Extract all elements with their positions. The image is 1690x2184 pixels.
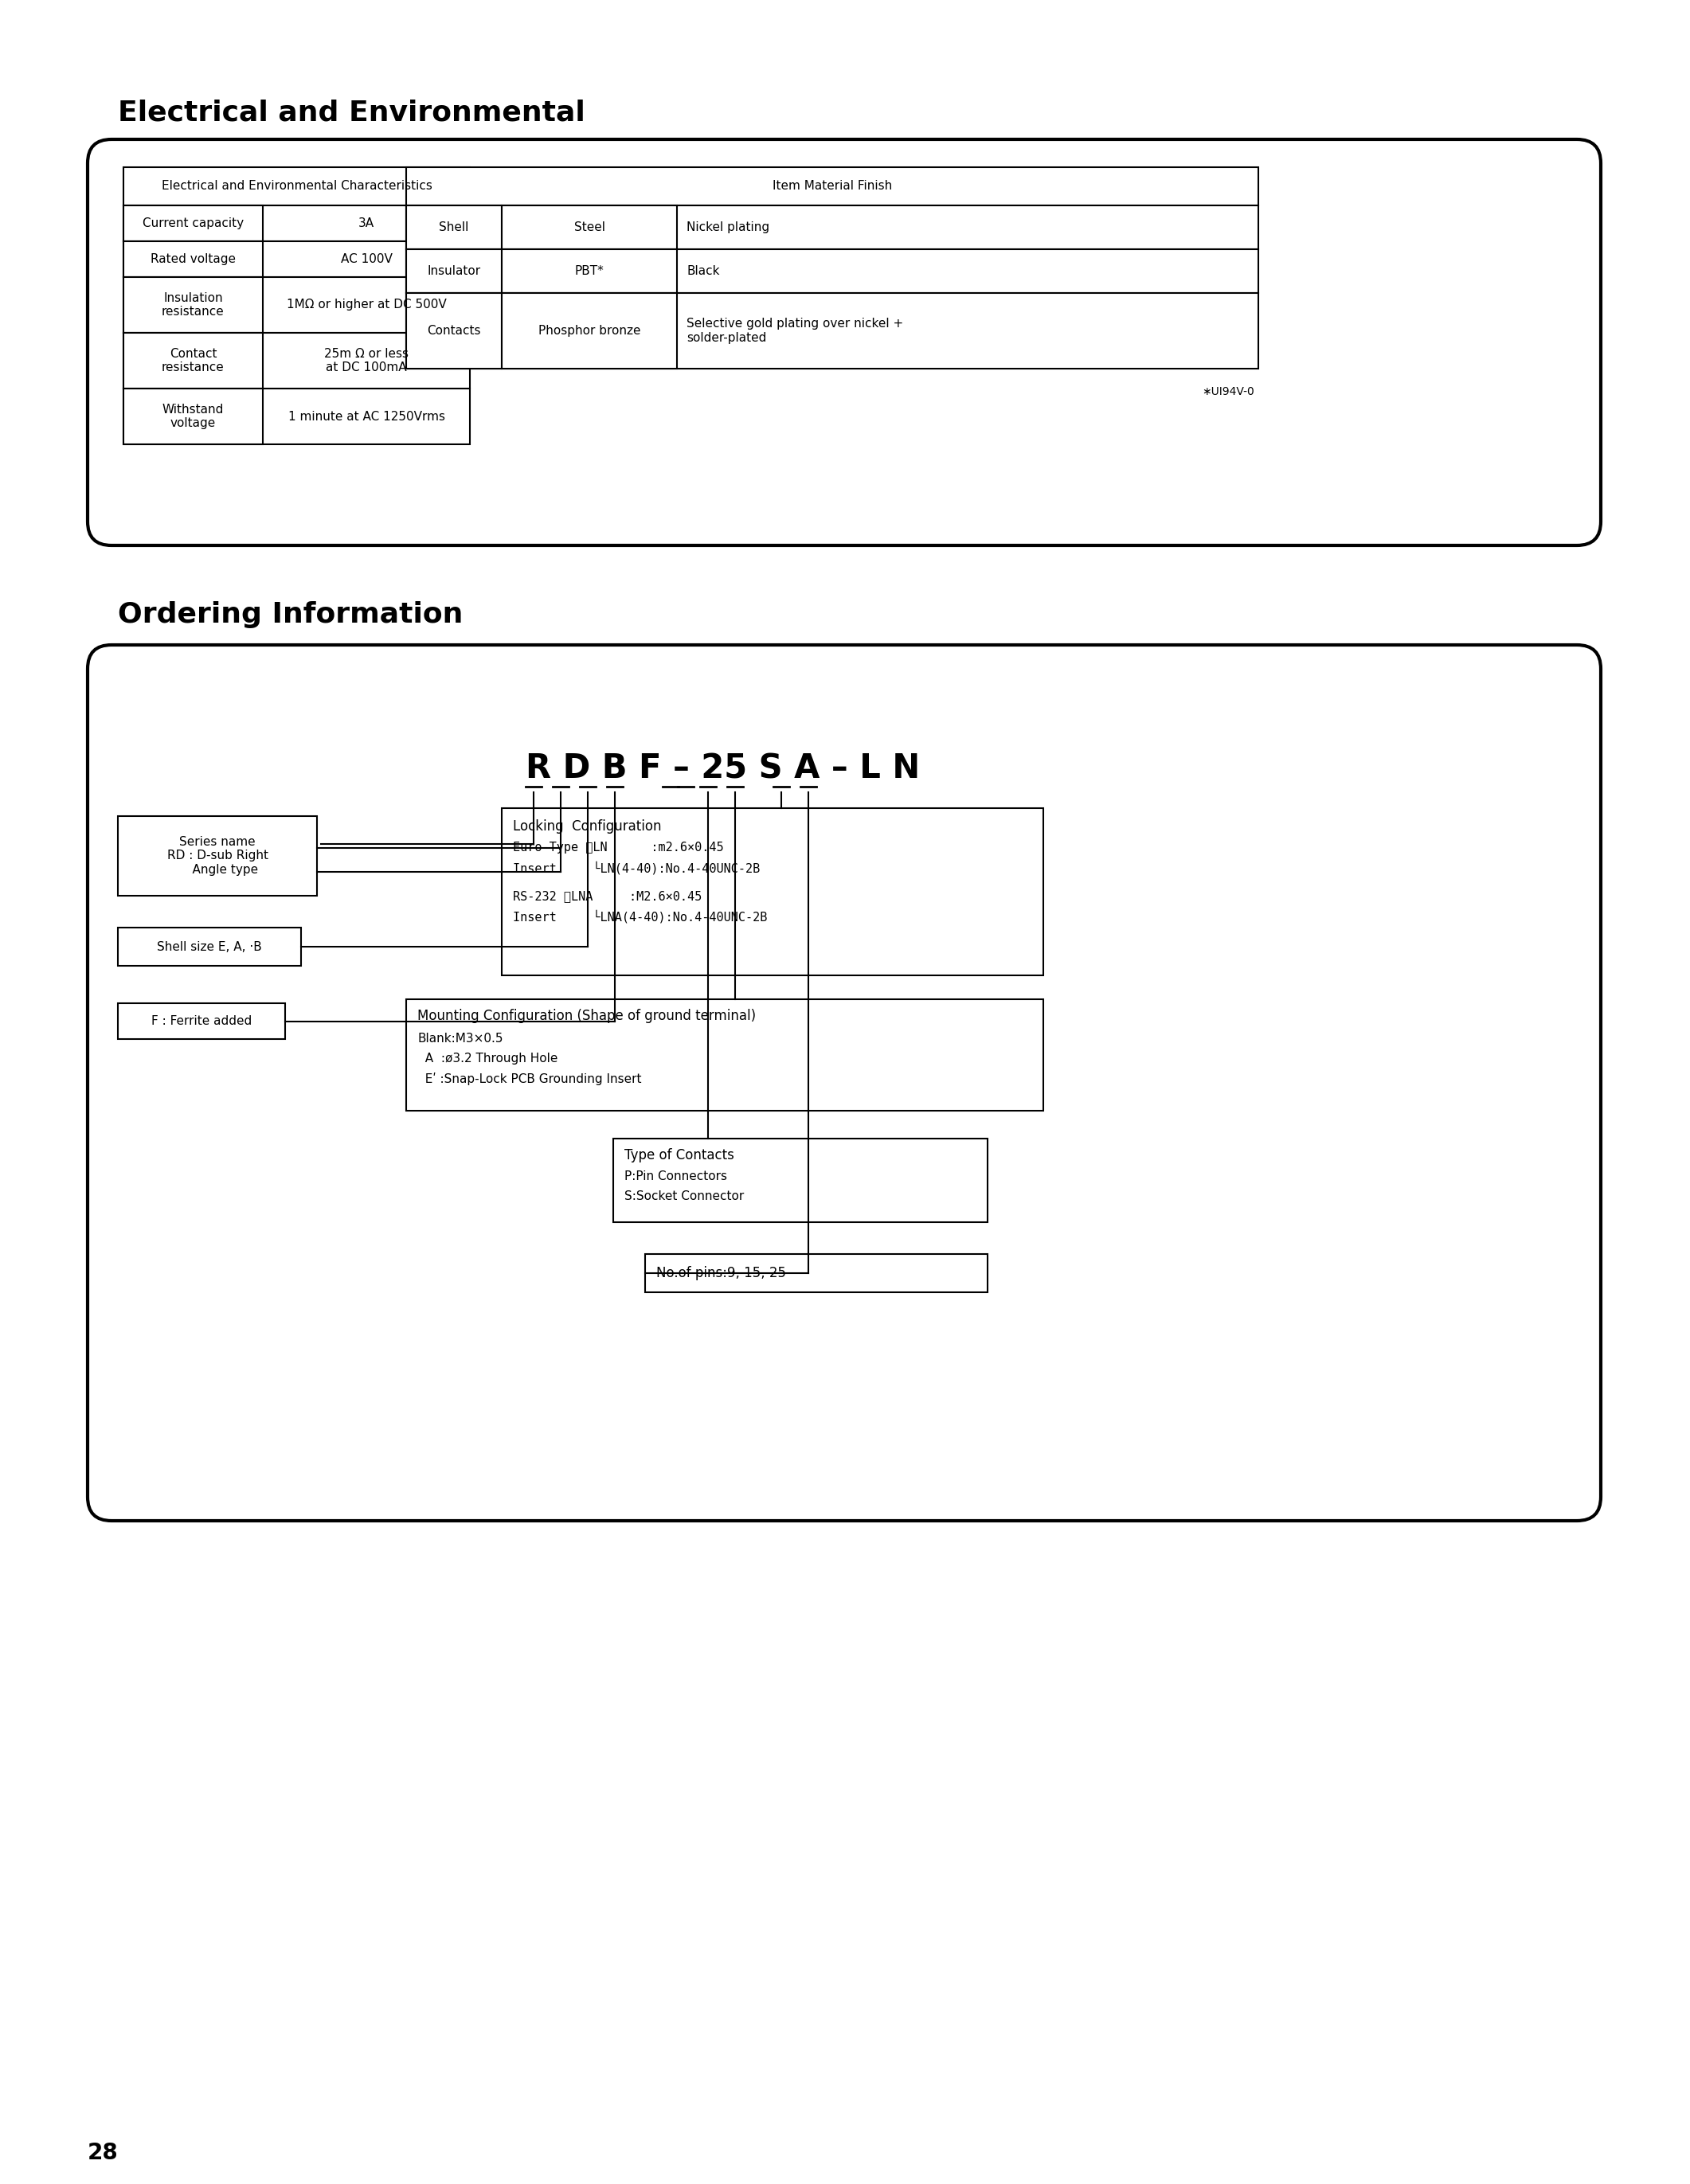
Text: Selective gold plating over nickel +
solder-plated: Selective gold plating over nickel + sol… [686, 319, 904, 343]
Text: Locking  Configuration: Locking Configuration [512, 819, 661, 834]
Bar [123, 389, 470, 443]
Bar [118, 817, 318, 895]
Text: 25m Ω or less
at DC 100mA: 25m Ω or less at DC 100mA [324, 347, 409, 373]
Text: Contacts: Contacts [428, 325, 482, 336]
Text: Mounting Configuration (Shape of ground terminal): Mounting Configuration (Shape of ground … [417, 1009, 755, 1022]
Text: RS-232 ⎱LNA     :M2.6×0.45: RS-232 ⎱LNA :M2.6×0.45 [512, 891, 701, 902]
Text: Steel: Steel [575, 221, 605, 234]
Bar [118, 928, 301, 965]
Text: Insert     └LN(4-40):No.4-40UNC-2B: Insert └LN(4-40):No.4-40UNC-2B [512, 860, 760, 876]
Bar [406, 205, 1259, 249]
Text: P:Pin Connectors: P:Pin Connectors [624, 1171, 727, 1182]
Bar [123, 277, 470, 332]
Bar [123, 332, 470, 389]
Text: Contact
resistance: Contact resistance [162, 347, 225, 373]
Bar [123, 205, 470, 240]
Bar [123, 205, 264, 240]
Text: 28: 28 [88, 2143, 118, 2164]
Text: Insulator: Insulator [428, 264, 480, 277]
Text: Withstand
voltage: Withstand voltage [162, 404, 225, 430]
Text: Euro-Type ⎱LN      :m2.6×0.45: Euro-Type ⎱LN :m2.6×0.45 [512, 841, 723, 854]
Text: Shell size E, A, ·B: Shell size E, A, ·B [157, 941, 262, 952]
Bar [406, 293, 502, 369]
Text: 1MΩ or higher at DC 500V: 1MΩ or higher at DC 500V [286, 299, 446, 310]
Bar [502, 293, 678, 369]
Bar [646, 1254, 987, 1293]
Text: Type of Contacts: Type of Contacts [624, 1149, 733, 1162]
Bar [406, 249, 502, 293]
Bar [406, 205, 502, 249]
Text: S:Socket Connector: S:Socket Connector [624, 1190, 744, 1201]
Text: 3A: 3A [358, 218, 375, 229]
Text: Series name
RD : D-sub Right
    Angle type: Series name RD : D-sub Right Angle type [167, 836, 269, 876]
FancyBboxPatch shape [88, 644, 1600, 1520]
Bar [502, 808, 1043, 976]
Bar [502, 249, 678, 293]
Bar [406, 293, 1259, 369]
Text: Electrical and Environmental: Electrical and Environmental [118, 100, 585, 127]
Text: Ordering Information: Ordering Information [118, 601, 463, 629]
Text: PBT*: PBT* [575, 264, 603, 277]
Text: Eʹ :Snap-Lock PCB Grounding Insert: Eʹ :Snap-Lock PCB Grounding Insert [417, 1072, 642, 1085]
Text: A  :ø3.2 Through Hole: A :ø3.2 Through Hole [417, 1053, 558, 1064]
Bar [118, 1002, 286, 1040]
Bar [123, 389, 264, 443]
Text: Phosphor bronze: Phosphor bronze [537, 325, 641, 336]
Text: Insert     └LNA(4-40):No.4-40UNC-2B: Insert └LNA(4-40):No.4-40UNC-2B [512, 911, 767, 924]
Text: Blank:M3×0.5: Blank:M3×0.5 [417, 1033, 504, 1044]
Bar [406, 1000, 1043, 1112]
Text: Item Material Finish: Item Material Finish [772, 181, 892, 192]
Text: Current capacity: Current capacity [142, 218, 243, 229]
Bar [123, 168, 470, 205]
Bar [123, 240, 470, 277]
Bar [123, 332, 264, 389]
Text: Rated voltage: Rated voltage [150, 253, 235, 264]
Text: Nickel plating: Nickel plating [686, 221, 769, 234]
Text: Electrical and Environmental Characteristics: Electrical and Environmental Characteris… [161, 181, 433, 192]
FancyBboxPatch shape [88, 140, 1600, 546]
Text: R D B F – 25 S A – L N: R D B F – 25 S A – L N [526, 753, 919, 786]
Text: F : Ferrite added: F : Ferrite added [150, 1016, 252, 1026]
Text: 1 minute at AC 1250Vrms: 1 minute at AC 1250Vrms [287, 411, 444, 422]
Text: Insulation
resistance: Insulation resistance [162, 293, 225, 319]
Bar [123, 240, 264, 277]
Text: No.of pins:9, 15, 25: No.of pins:9, 15, 25 [656, 1267, 786, 1280]
Bar [406, 249, 1259, 293]
Text: AC 100V: AC 100V [340, 253, 392, 264]
Text: ∗UI94V-0: ∗UI94V-0 [1202, 387, 1254, 397]
Bar [613, 1138, 987, 1223]
Text: Shell: Shell [439, 221, 468, 234]
Text: Black: Black [686, 264, 720, 277]
Bar [123, 277, 264, 332]
Bar [502, 205, 678, 249]
Bar [406, 168, 1259, 205]
